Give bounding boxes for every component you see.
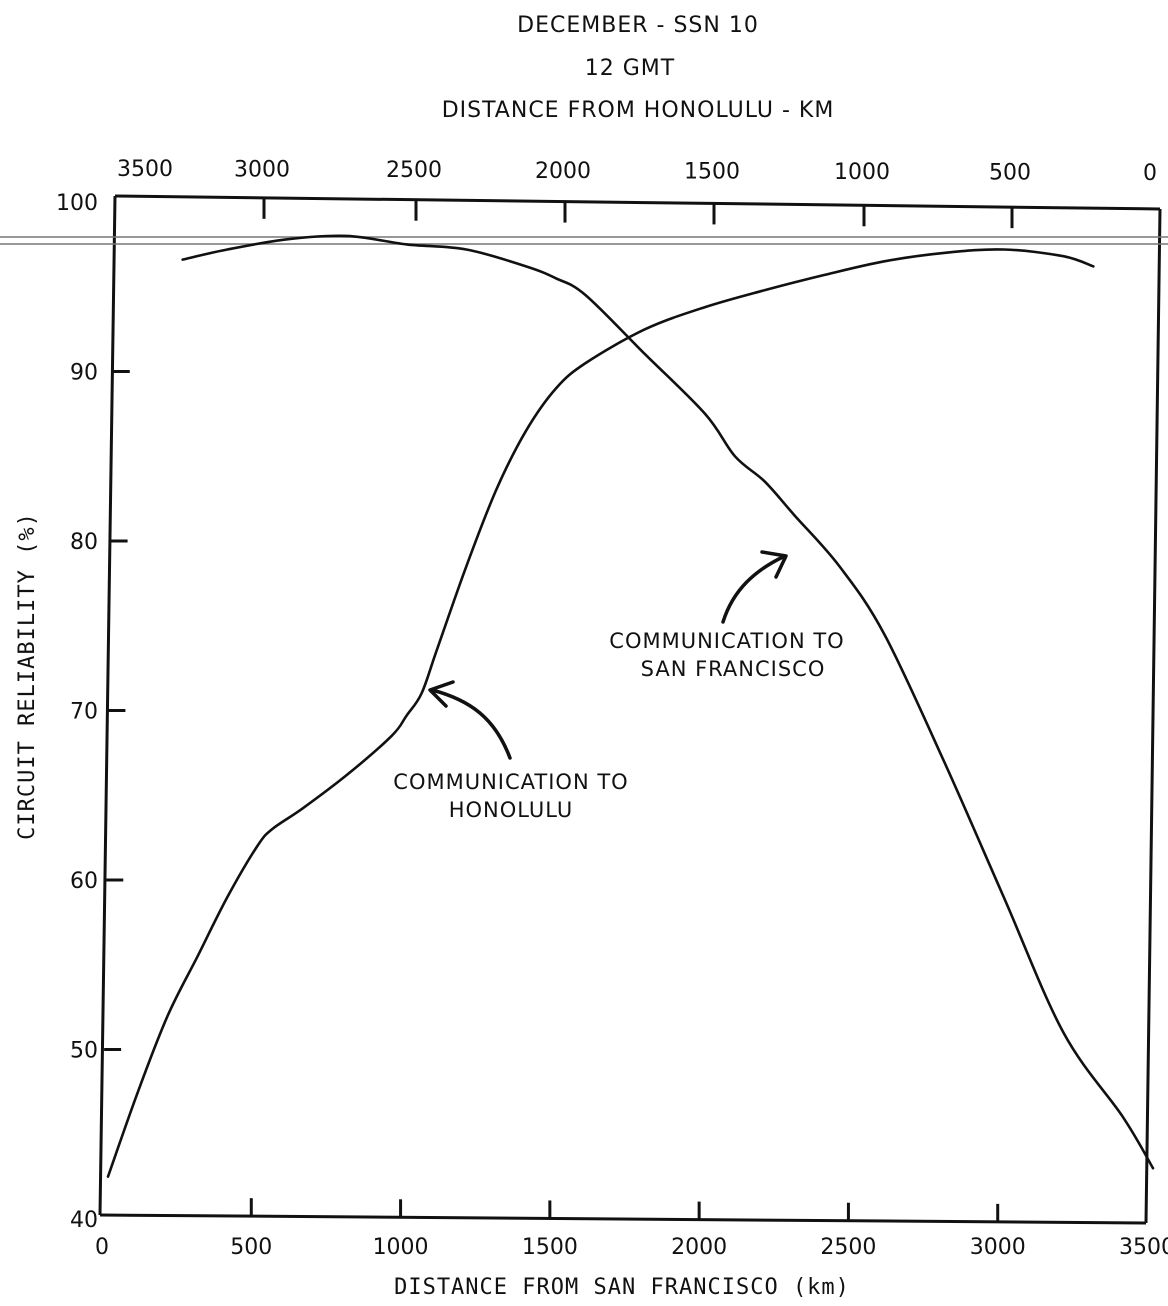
x-tick-label: 2000 [671,1235,727,1260]
y-tick-label: 60 [70,869,98,894]
top-tick-label: 0 [1143,161,1157,186]
series-line-to-san-francisco [181,234,1155,1170]
chart-title-line-1: DECEMBER - SSN 10 [517,13,759,38]
series-line-to-honolulu [106,248,1095,1178]
san-francisco-annotation-arrow [721,554,787,624]
top-tick-label: 2500 [386,158,442,183]
honolulu-annotation-arrow [430,688,512,760]
x-axis-label: DISTANCE FROM SAN FRANCISCO (km) [394,1275,850,1300]
y-tick-label: 40 [70,1208,98,1233]
top-tick-label: 500 [989,161,1031,186]
plot-frame-right [1144,208,1162,1224]
y-axis-ticks: 40 50 60 70 80 90 100 [56,191,130,1233]
top-axis-ticks: 3500 3000 2500 2000 1500 1000 500 0 [117,157,1157,229]
top-axis-label: DISTANCE FROM HONOLULU - KM [442,98,835,123]
chart-title-line-2: 12 GMT [585,56,675,81]
x-tick-label: 1000 [373,1235,429,1260]
x-axis-ticks: 0 500 1000 1500 2000 2500 3000 3500 [95,1198,1168,1260]
top-tick-label: 1500 [684,159,740,184]
top-tick-label: 1000 [834,160,890,185]
annotation-san-francisco-line-2: SAN FRANCISCO [641,657,826,681]
plot-frame-top [114,194,1161,211]
y-tick-label: 50 [70,1039,98,1064]
honolulu-annotation-arrowhead [428,680,455,708]
y-tick-label: 90 [70,361,98,386]
san-francisco-annotation-arrowhead [760,550,788,579]
annotation-honolulu-line-1: COMMUNICATION TO [393,770,628,794]
y-tick-label: 100 [56,191,98,216]
annotation-san-francisco-line-1: COMMUNICATION TO [609,629,844,653]
x-tick-label: 500 [230,1235,272,1260]
x-tick-label: 3500 [1119,1235,1168,1260]
plot-frame-left [98,195,117,1216]
plot-frame-bottom [99,1213,1147,1225]
top-tick-label: 3500 [117,157,173,182]
x-tick-label: 1500 [522,1235,578,1260]
top-tick-label: 3000 [234,158,290,183]
x-tick-label: 0 [95,1235,109,1260]
annotation-honolulu-line-2: HONOLULU [449,798,574,822]
x-tick-label: 3000 [970,1235,1026,1260]
series-layer [106,234,1155,1178]
x-tick-label: 2500 [820,1235,876,1260]
y-tick-label: 70 [70,700,98,725]
top-tick-label: 2000 [535,159,591,184]
y-tick-label: 80 [70,530,98,555]
y-axis-label: CIRCUIT RELIABILITY (%) [15,512,40,840]
